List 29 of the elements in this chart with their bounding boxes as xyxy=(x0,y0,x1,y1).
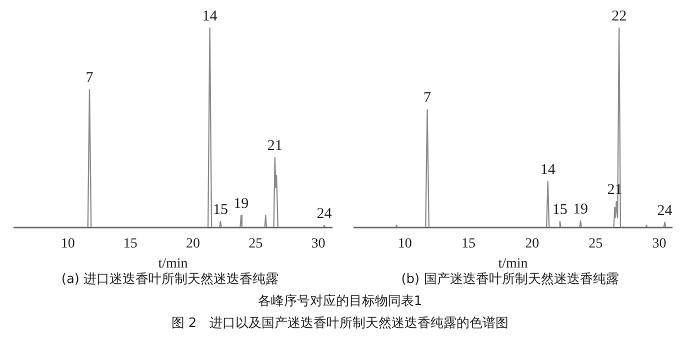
annotation: 22 xyxy=(612,8,627,24)
annotation: 14 xyxy=(202,8,218,24)
caption: 图 2 进口以及国产迷迭香叶所制天然迷迭香纯露的色谱图 xyxy=(170,315,510,332)
annotation: 19 xyxy=(234,196,249,212)
x-tick-label: 10 xyxy=(60,236,75,252)
annotation: 7 xyxy=(86,70,94,86)
x-tick-label: 15 xyxy=(123,236,138,252)
x-tick-label: 30 xyxy=(652,236,666,252)
annotation: 7 xyxy=(424,90,432,106)
x-tick-label: 30 xyxy=(311,236,326,252)
annotation: 21 xyxy=(267,138,282,154)
x-tick-label: 25 xyxy=(588,236,603,252)
annotation: 24 xyxy=(316,206,332,222)
x-tick-label: 20 xyxy=(525,236,540,252)
x-axis-title: t/min xyxy=(158,256,188,272)
x-tick-label: 25 xyxy=(248,236,263,252)
annotation: 19 xyxy=(573,201,588,218)
x-tick-label: 15 xyxy=(461,236,476,252)
annotation: 14 xyxy=(540,162,556,178)
annotation: 15 xyxy=(212,202,228,218)
annotation: 21 xyxy=(607,182,622,198)
annotation: 15 xyxy=(552,202,568,218)
text: (b) 国产迷迭香叶所制天然迷迭香纯露 xyxy=(400,271,620,288)
x-tick-label: 20 xyxy=(186,236,200,252)
x-tick-label: 10 xyxy=(398,236,412,252)
x-axis-title: t/min xyxy=(498,256,528,272)
text: (a) 进口迷迭香叶所制天然迷迭香纯露 xyxy=(60,271,280,288)
annotation: 24 xyxy=(657,202,673,219)
text: 各峰序号对应的目标物同表1 xyxy=(256,293,424,310)
